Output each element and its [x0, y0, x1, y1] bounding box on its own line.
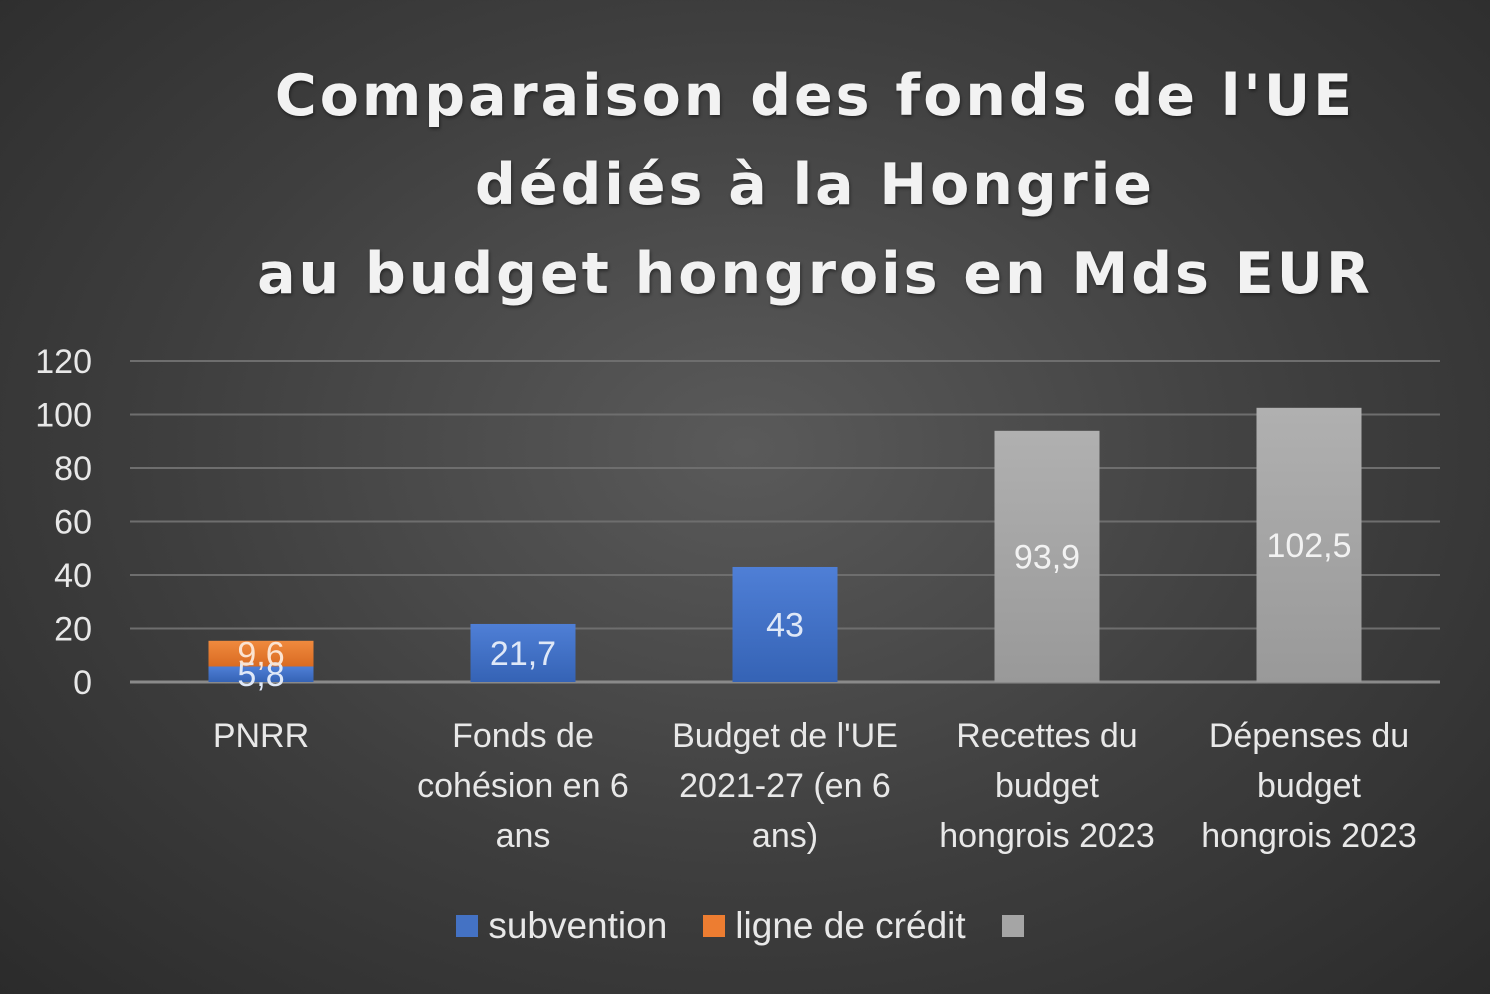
chart-title-line-3: au budget hongrois en Mds EUR	[257, 241, 1373, 307]
legend-swatch	[1001, 915, 1024, 937]
bar-ligne-de-crédit	[208, 640, 314, 667]
chart-title: Comparaison des fonds de l'UE dédiés à l…	[0, 52, 1490, 319]
y-tick-label: 40	[54, 557, 92, 595]
chart-legend: subvention ligne de crédit	[0, 905, 1490, 947]
data-label: 9,6	[237, 636, 284, 674]
data-label: 21,7	[490, 635, 556, 673]
y-tick-label: 120	[35, 343, 92, 381]
x-category-label: ans)	[752, 817, 818, 855]
bar-series-3	[994, 430, 1100, 682]
y-tick-label: 60	[54, 504, 92, 542]
bar-subvention	[732, 566, 838, 682]
y-tick-label: 20	[54, 611, 92, 649]
legend-item-subvention[interactable]: subvention	[456, 905, 667, 947]
x-category-label: PNRR	[213, 717, 309, 755]
y-tick-label: 0	[73, 664, 92, 702]
y-tick-label: 80	[54, 450, 92, 488]
data-label: 5,8	[237, 656, 284, 694]
x-category-label: 2021-27 (en 6	[679, 767, 891, 805]
legend-item-unnamed[interactable]	[1001, 915, 1034, 937]
x-category-label: cohésion en 6	[417, 767, 629, 805]
x-category-label: budget	[1257, 767, 1362, 805]
x-category-label: Fonds de	[452, 717, 594, 755]
x-category-label: Dépenses du	[1209, 717, 1409, 755]
legend-swatch	[703, 915, 726, 937]
x-category-label: hongrois 2023	[1201, 817, 1417, 855]
data-label: 102,5	[1266, 527, 1351, 565]
data-label: 93,9	[1014, 538, 1080, 576]
x-category-label: ans	[496, 817, 551, 855]
x-category-label: budget	[995, 767, 1100, 805]
chart-title-line-1: Comparaison des fonds de l'UE	[274, 63, 1356, 129]
x-category-label: hongrois 2023	[939, 817, 1155, 855]
legend-item-ligne-de-credit[interactable]: ligne de crédit	[703, 905, 966, 947]
legend-label: ligne de crédit	[735, 905, 966, 946]
data-label: 43	[766, 606, 804, 644]
x-category-label: Budget de l'UE	[672, 717, 898, 755]
bar-subvention	[470, 623, 576, 682]
legend-swatch	[456, 915, 479, 937]
bar-series-3	[1256, 407, 1362, 682]
x-category-label: Recettes du	[956, 717, 1137, 755]
bar-subvention	[208, 666, 314, 682]
legend-label: subvention	[488, 905, 668, 946]
y-tick-label: 100	[35, 397, 92, 435]
chart-title-line-2: dédiés à la Hongrie	[475, 152, 1155, 218]
